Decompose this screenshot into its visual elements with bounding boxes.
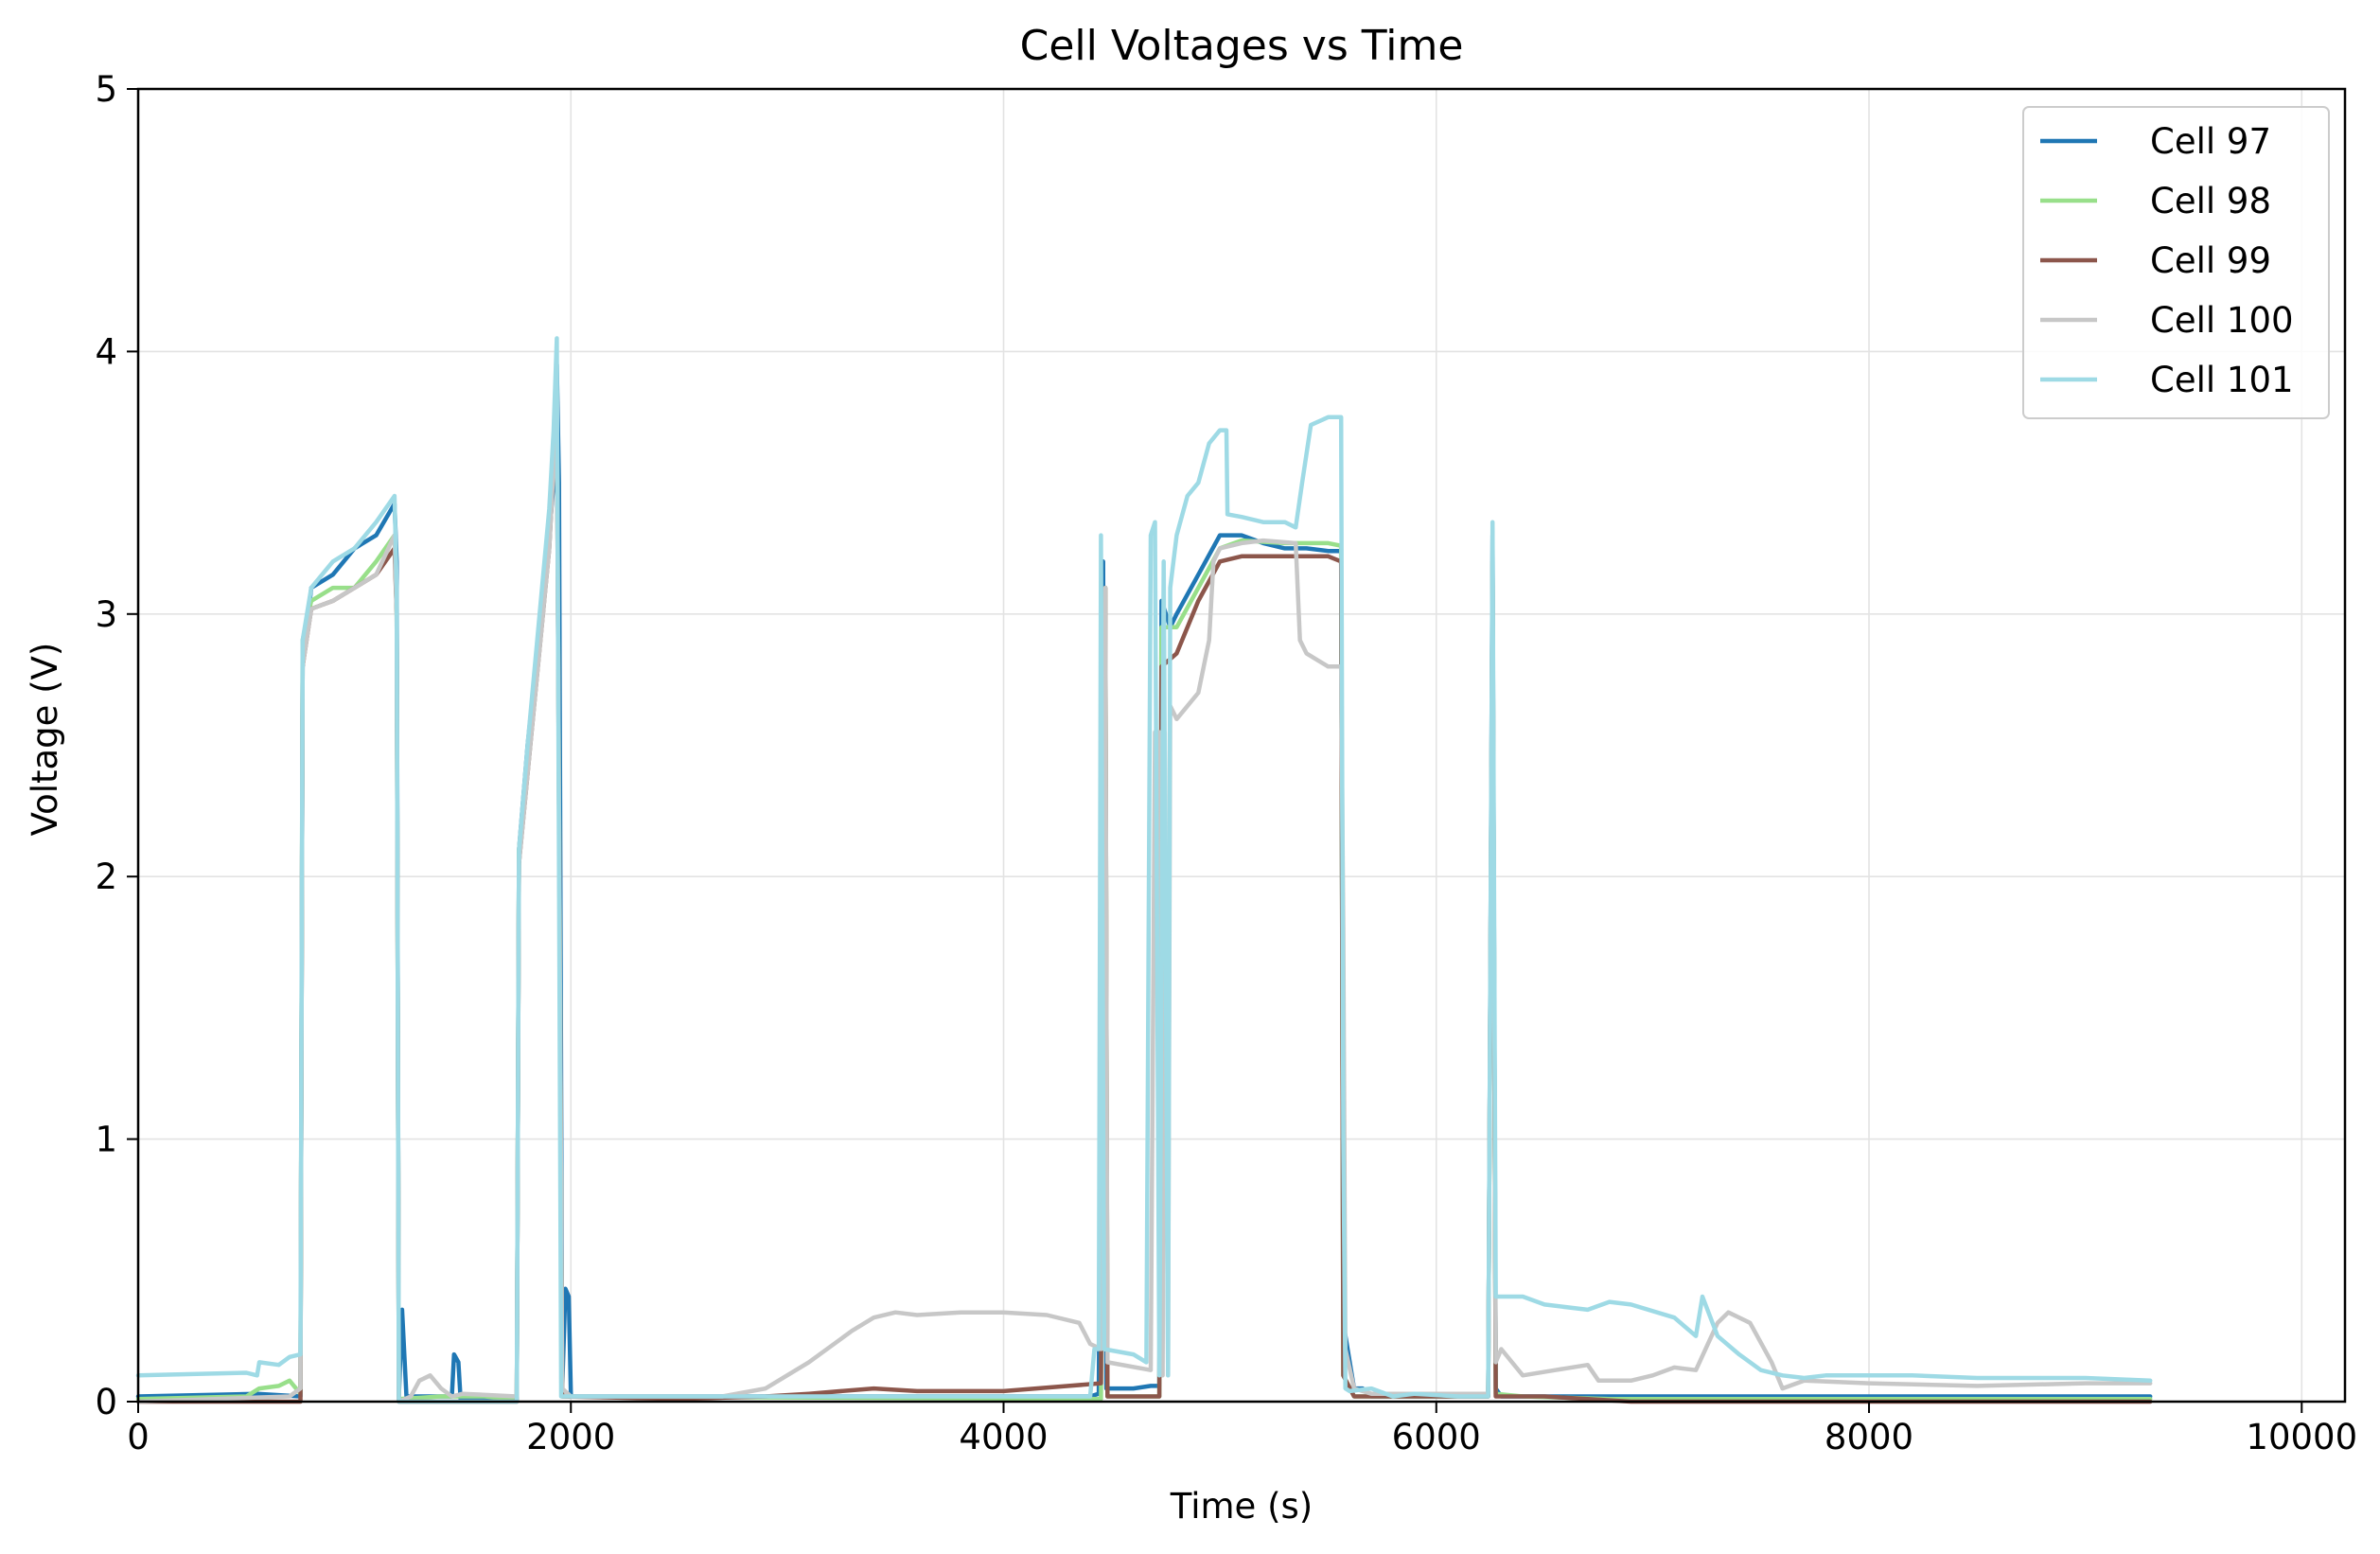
legend-label: Cell 97 [2150,121,2271,162]
series-line-cell-101 [135,336,2153,1404]
legend: Cell 97 Cell 98 Cell 99 Cell 100 Cell 101 [2022,106,2330,419]
y-tick-label: 3 [95,594,117,635]
legend-label: Cell 100 [2150,300,2294,341]
legend-label: Cell 99 [2150,240,2271,281]
series-lines [135,336,2153,1404]
x-tick-label: 4000 [959,1417,1048,1457]
legend-label: Cell 98 [2150,181,2271,221]
x-tick-label: 10000 [2246,1417,2357,1457]
y-tick-label: 5 [95,69,117,110]
chart-title: Cell Voltages vs Time [1020,22,1464,70]
x-tick-label: 6000 [1392,1417,1481,1457]
x-tick-label: 8000 [1825,1417,1913,1457]
legend-label: Cell 101 [2150,360,2294,400]
y-axis-label: Voltage (V) [25,643,65,837]
x-tick-label: 2000 [526,1417,615,1457]
y-tick-label: 1 [95,1120,117,1160]
y-tick-label: 4 [95,331,117,372]
y-tick-label: 0 [95,1382,117,1422]
series-line-cell-100 [135,401,2153,1404]
y-tick-label: 2 [95,856,117,897]
axis-ticks: 0 2000 4000 6000 8000 10000 0 1 2 3 4 5 [95,69,2357,1457]
x-axis-label: Time (s) [1170,1486,1313,1527]
plot-area-frame [136,87,2347,1404]
x-tick-label: 0 [127,1417,150,1457]
legend-box [2022,106,2330,419]
